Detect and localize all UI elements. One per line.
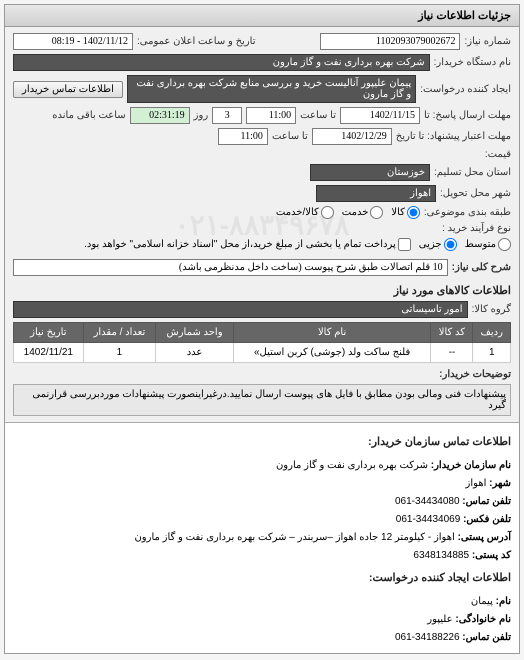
fax: 061-34434069 — [396, 514, 461, 525]
request-number-label: شماره نیاز: — [464, 36, 511, 47]
radio-medium-input[interactable] — [498, 238, 511, 251]
contact-title: اطلاعات تماس سازمان خریدار: — [13, 429, 511, 457]
category-label: طبقه بندی موضوعی: — [424, 207, 511, 218]
validity-time: 11:00 — [218, 128, 268, 145]
price-label: قیمت: — [485, 149, 511, 160]
response-deadline-label: مهلت ارسال پاسخ: تا — [424, 110, 511, 121]
phone: 061-34434080 — [395, 496, 460, 507]
days-value: 3 — [212, 107, 242, 124]
radio-service[interactable]: خدمت — [342, 206, 384, 219]
buyer-note: پیشنهادات فنی ومالی بودن مطابق با فایل ه… — [13, 384, 511, 416]
payment-note-checkbox[interactable] — [398, 238, 411, 251]
remaining-label: ساعت باقی مانده — [52, 110, 125, 121]
radio-service-label: خدمت — [342, 207, 369, 218]
creator-value: پیمان علیپور آنالیست خرید و بررسی منابع … — [127, 75, 416, 103]
public-date-label: تاریخ و ساعت اعلان عمومی: — [137, 36, 256, 47]
th-qty: تعداد / مقدار — [83, 323, 156, 343]
td-code: -- — [431, 343, 473, 363]
th-name: نام کالا — [233, 323, 430, 343]
response-time-label: تا ساعت — [300, 110, 336, 121]
org-name-label: نام سازمان خریدار: — [431, 457, 511, 475]
fax-label: تلفن فکس: — [463, 511, 511, 529]
radio-partial[interactable]: جزیی — [419, 238, 457, 251]
address-label: آدرس پستی: — [458, 529, 511, 547]
postal: 6348134885 — [413, 550, 469, 561]
contact-info-button[interactable]: اطلاعات تماس خریدار — [13, 81, 123, 98]
payment-label: نوع فرآیند خرید : — [442, 223, 511, 234]
radio-medium[interactable]: متوسط — [465, 238, 511, 251]
response-date: 1402/11/15 — [340, 107, 420, 124]
phone-label: تلفن تماس: — [462, 493, 511, 511]
public-date: 1402/11/12 - 08:19 — [13, 33, 133, 50]
contact-phone-label: تلفن تماس: — [462, 629, 511, 647]
td-unit: عدد — [156, 343, 234, 363]
validity-time-label: تا ساعت — [272, 131, 308, 142]
radio-goods-label: کالا — [391, 207, 405, 218]
contact-name: پیمان — [471, 596, 493, 607]
radio-both-label: کالا/خدمت — [276, 207, 319, 218]
buyer-note-label: توضیحات خریدار: — [439, 369, 511, 380]
city-label: شهر محل تحویل: — [440, 188, 511, 199]
org-name: شرکت بهره برداری نفت و گاز مارون — [276, 460, 428, 471]
days-label: روز — [194, 110, 209, 121]
org-city: اهواز — [466, 478, 487, 489]
table-header-row: ردیف کد کالا نام کالا واحد شمارش تعداد /… — [14, 323, 511, 343]
response-time: 11:00 — [246, 107, 296, 124]
td-row: 1 — [473, 343, 511, 363]
remaining-time: 02:31:19 — [130, 107, 190, 124]
creator-contact-title: اطلاعات ایجاد کننده درخواست: — [13, 565, 511, 593]
province-label: استان محل تسلیم: — [434, 167, 511, 178]
need-title: 10 قلم اتصالات طبق شرح پیوست (ساخت داخل … — [13, 259, 448, 276]
th-row: ردیف — [473, 323, 511, 343]
td-name: فلنج ساکت ولد (جوشی) کربن استیل» — [233, 343, 430, 363]
goods-section-title: اطلاعات کالاهای مورد نیاز — [13, 280, 511, 301]
buyer-org: شرکت بهره برداری نفت و گاز مارون — [13, 54, 430, 71]
th-date: تاریخ نیاز — [14, 323, 84, 343]
radio-partial-label: جزیی — [419, 239, 442, 250]
postal-label: کد پستی: — [472, 547, 511, 565]
radio-goods[interactable]: کالا — [391, 206, 420, 219]
radio-goods-input[interactable] — [407, 206, 420, 219]
radio-partial-input[interactable] — [444, 238, 457, 251]
payment-note-check[interactable]: پرداخت تمام یا بخشی از مبلغ خرید،از محل … — [84, 238, 411, 251]
creator-label: ایجاد کننده درخواست: — [420, 84, 511, 95]
address: اهواز - کیلومتر 12 جاده اهواز –سربندر – … — [134, 532, 454, 543]
radio-both-input[interactable] — [321, 206, 334, 219]
validity-date: 1402/12/29 — [312, 128, 392, 145]
family: علیپور — [427, 614, 452, 625]
td-date: 1402/11/21 — [14, 343, 84, 363]
th-unit: واحد شمارش — [156, 323, 234, 343]
goods-table: ردیف کد کالا نام کالا واحد شمارش تعداد /… — [13, 322, 511, 363]
city: اهواز — [316, 185, 436, 202]
validity-label: مهلت اعتبار پیشنهاد: تا تاریخ — [396, 131, 511, 142]
panel-title: جزئیات اطلاعات نیاز — [5, 5, 519, 27]
group-value: امور تاسیساتی — [13, 301, 468, 318]
th-code: کد کالا — [431, 323, 473, 343]
radio-both[interactable]: کالا/خدمت — [276, 206, 334, 219]
family-label: نام خانوادگی: — [455, 611, 511, 629]
contact-name-label: نام: — [496, 593, 511, 611]
payment-radio-group: متوسط جزیی پرداخت تمام یا بخشی از مبلغ خ… — [84, 238, 511, 251]
org-city-label: شهر: — [489, 475, 511, 493]
category-radio-group: کالا خدمت کالا/خدمت — [276, 206, 420, 219]
table-row: 1 -- فلنج ساکت ولد (جوشی) کربن استیل» عد… — [14, 343, 511, 363]
radio-medium-label: متوسط — [465, 239, 496, 250]
radio-service-input[interactable] — [370, 206, 383, 219]
group-label: گروه کالا: — [472, 304, 511, 315]
payment-note-label: پرداخت تمام یا بخشی از مبلغ خرید،از محل … — [84, 239, 396, 250]
province: خوزستان — [310, 164, 430, 181]
buyer-org-label: نام دستگاه خریدار: — [434, 57, 511, 68]
td-qty: 1 — [83, 343, 156, 363]
need-title-label: شرح کلی نیاز: — [452, 262, 511, 273]
request-number: 1102093079002672 — [320, 33, 460, 50]
contact-phone: 061-34188226 — [395, 632, 460, 643]
